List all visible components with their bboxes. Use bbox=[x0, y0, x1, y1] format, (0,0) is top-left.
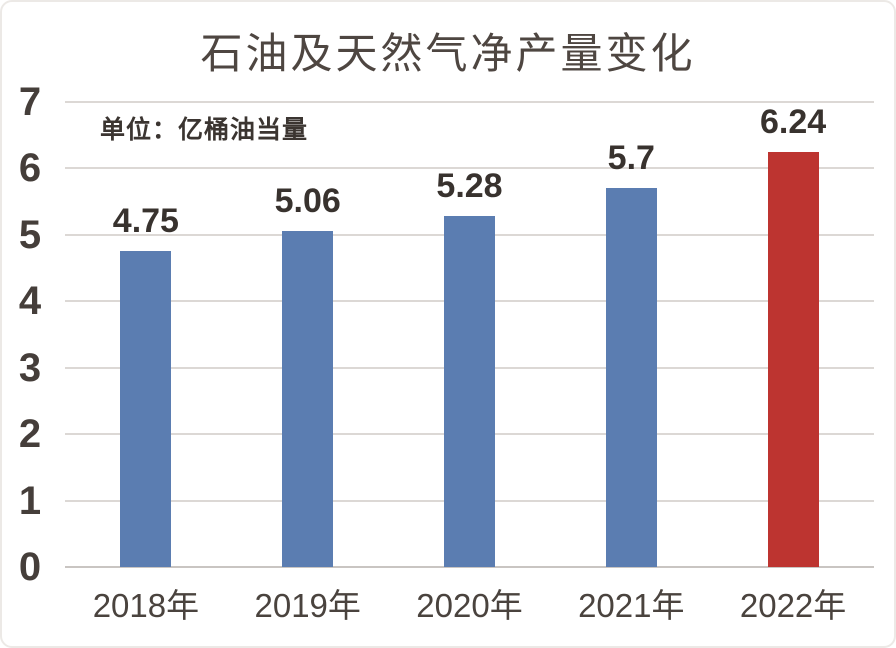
bar-value-label: 5.7 bbox=[607, 139, 655, 178]
bar-2022年 bbox=[767, 152, 819, 567]
bar-value-label: 6.24 bbox=[760, 103, 827, 142]
y-axis-tick-label: 4 bbox=[18, 279, 42, 324]
gridline bbox=[65, 167, 874, 170]
x-axis-line bbox=[65, 566, 874, 568]
unit-label: 单位：亿桶油当量 bbox=[100, 116, 309, 144]
y-axis-tick-label: 0 bbox=[18, 545, 42, 589]
bar-2021年 bbox=[605, 188, 657, 567]
x-axis-tick-label: 2019年 bbox=[254, 587, 361, 624]
x-axis-tick-label: 2020年 bbox=[416, 587, 523, 624]
chart-title: 石油及天然气净产量变化 bbox=[200, 32, 696, 78]
x-axis-tick-label: 2022年 bbox=[739, 587, 847, 624]
bar-2019年 bbox=[282, 230, 334, 567]
bar-2020年 bbox=[444, 216, 495, 567]
y-axis-tick-label: 6 bbox=[18, 146, 42, 191]
gridline bbox=[65, 101, 874, 103]
bar-value-label: 5.06 bbox=[274, 181, 341, 220]
x-axis-tick-label: 2018年 bbox=[92, 587, 200, 624]
bar-value-label: 4.75 bbox=[112, 202, 179, 241]
bar-2018年 bbox=[120, 251, 172, 567]
y-axis-tick-label: 7 bbox=[18, 80, 42, 124]
bar-value-label: 5.28 bbox=[436, 167, 503, 206]
y-axis-tick-label: 3 bbox=[18, 345, 42, 390]
y-axis-tick-label: 2 bbox=[18, 412, 42, 457]
x-axis-tick-label: 2021年 bbox=[578, 587, 685, 624]
y-axis-tick-label: 1 bbox=[18, 478, 42, 523]
y-axis-tick-label: 5 bbox=[18, 212, 42, 257]
